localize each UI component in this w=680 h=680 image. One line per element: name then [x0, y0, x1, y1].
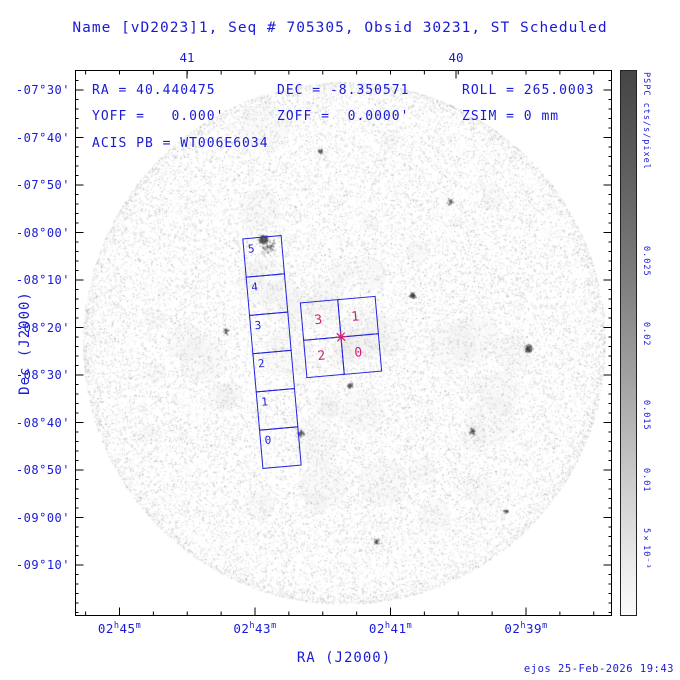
- y-tick-label: -07°40': [15, 130, 70, 145]
- colorbar-tick-label: 0.02: [641, 322, 651, 347]
- y-tick-label: -08°10': [15, 273, 70, 287]
- y-tick-label: -08°00': [15, 225, 70, 240]
- y-tick-label: -08°30': [15, 368, 70, 382]
- x-axis-title: RA (J2000): [296, 650, 392, 666]
- info-acis-pb: ACIS PB = WT006E6034: [92, 136, 269, 151]
- x-tick-label: 02h43m: [233, 620, 277, 636]
- colorbar: [620, 70, 637, 616]
- info-zoff: ZOFF = 0.0000': [277, 109, 410, 124]
- info-roll: ROLL = 265.0003: [462, 83, 595, 98]
- info-yoff: YOFF = 0.000': [92, 109, 225, 124]
- colorbar-title: PSPC cts/s/pixel: [641, 72, 651, 170]
- info-zsim: ZSIM = 0 mm: [462, 109, 560, 124]
- y-tick-label: -08°40': [15, 415, 70, 430]
- colorbar-tick-label: 5×10⁻³: [641, 528, 651, 570]
- y-axis-title: Dec (J2000): [17, 291, 33, 395]
- colorbar-tick-label: 0.015: [641, 400, 651, 431]
- info-ra: RA = 40.440475: [92, 83, 216, 98]
- colorbar-tick-label: 0.025: [641, 246, 651, 277]
- x-tick-label: 02h41m: [368, 620, 413, 636]
- y-tick-label: -08°50': [15, 463, 70, 477]
- x-tick-label: 02h45m: [97, 620, 142, 636]
- plot-frame: [75, 70, 612, 616]
- info-dec: DEC = -8.350571: [277, 83, 410, 98]
- y-tick-label: -07°50': [15, 178, 70, 192]
- top-tick-label: 40: [448, 50, 464, 65]
- y-tick-label: -07°30': [15, 83, 70, 97]
- x-tick-label: 02h39m: [504, 620, 548, 636]
- plot-title: Name [vD2023]1, Seq # 705305, Obsid 3023…: [72, 20, 608, 36]
- colorbar-tick-label: 0.01: [641, 468, 651, 493]
- y-tick-label: -08°20': [15, 320, 70, 335]
- y-tick-label: -09°00': [15, 510, 70, 525]
- timestamp-footer: ejos 25-Feb-2026 19:43: [523, 663, 674, 675]
- y-tick-label: -09°10': [15, 558, 70, 572]
- top-tick-label: 41: [179, 50, 195, 65]
